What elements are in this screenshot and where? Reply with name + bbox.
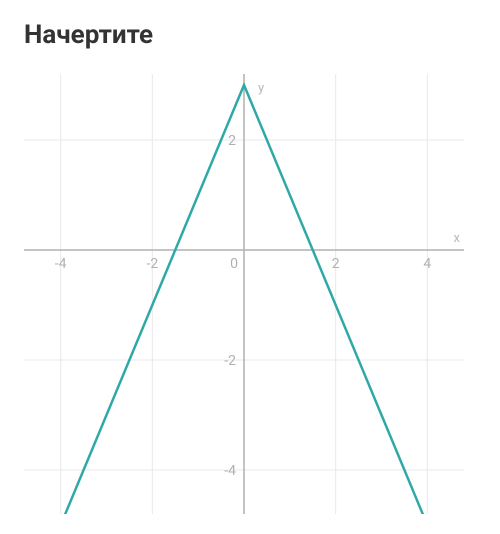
svg-text:2: 2 [332, 256, 340, 272]
chart-area: -4 -2 0 2 4 -4 -2 2 y x [24, 74, 464, 514]
svg-text:-4: -4 [55, 256, 67, 272]
svg-text:4: 4 [423, 256, 431, 272]
chart-card: Начертите -4 -2 0 2 4 -4 -2 2 y x [0, 0, 500, 534]
svg-text:0: 0 [230, 256, 238, 272]
svg-text:2: 2 [228, 133, 236, 149]
chart-svg: -4 -2 0 2 4 -4 -2 2 y x [24, 74, 464, 514]
svg-text:y: y [258, 81, 264, 96]
svg-text:-2: -2 [146, 256, 158, 272]
svg-text:-4: -4 [224, 463, 236, 479]
svg-text:-2: -2 [224, 353, 236, 369]
svg-text:x: x [454, 231, 461, 246]
chart-title: Начертите [24, 20, 476, 50]
